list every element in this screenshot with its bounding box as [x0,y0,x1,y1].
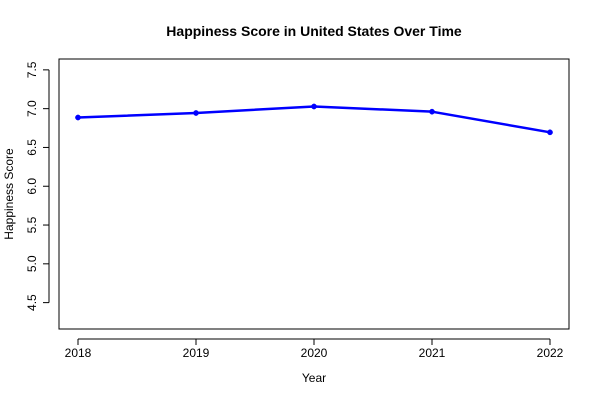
x-axis: 2018 2019 2020 2021 2022 [65,338,564,360]
y-tick-label: 7.5 [25,61,39,78]
data-point [429,108,435,115]
x-tick-label: 2020 [301,346,328,360]
chart-title: Happiness Score in United States Over Ti… [166,23,462,39]
x-tick-label: 2022 [537,346,564,360]
data-point [75,114,81,121]
series-layer [75,103,553,136]
x-tick-label: 2018 [65,346,92,360]
data-point [311,103,317,110]
x-tick-label: 2021 [419,346,446,360]
x-axis-label: Year [302,371,326,385]
y-tick-label: 5.0 [25,255,39,272]
y-tick-label: 6.0 [25,178,39,195]
y-tick-label: 6.5 [25,139,39,156]
y-tick-label: 4.5 [25,294,39,311]
data-point [547,129,553,136]
plot-area-frame [58,58,570,330]
y-axis-label: Happiness Score [2,148,16,240]
y-axis: 4.5 5.0 5.5 6.0 6.5 7.0 7.5 [25,61,50,311]
x-tick-label: 2019 [183,346,210,360]
y-tick-label: 5.5 [25,216,39,233]
data-point [193,110,199,116]
y-tick-label: 7.0 [25,100,39,117]
